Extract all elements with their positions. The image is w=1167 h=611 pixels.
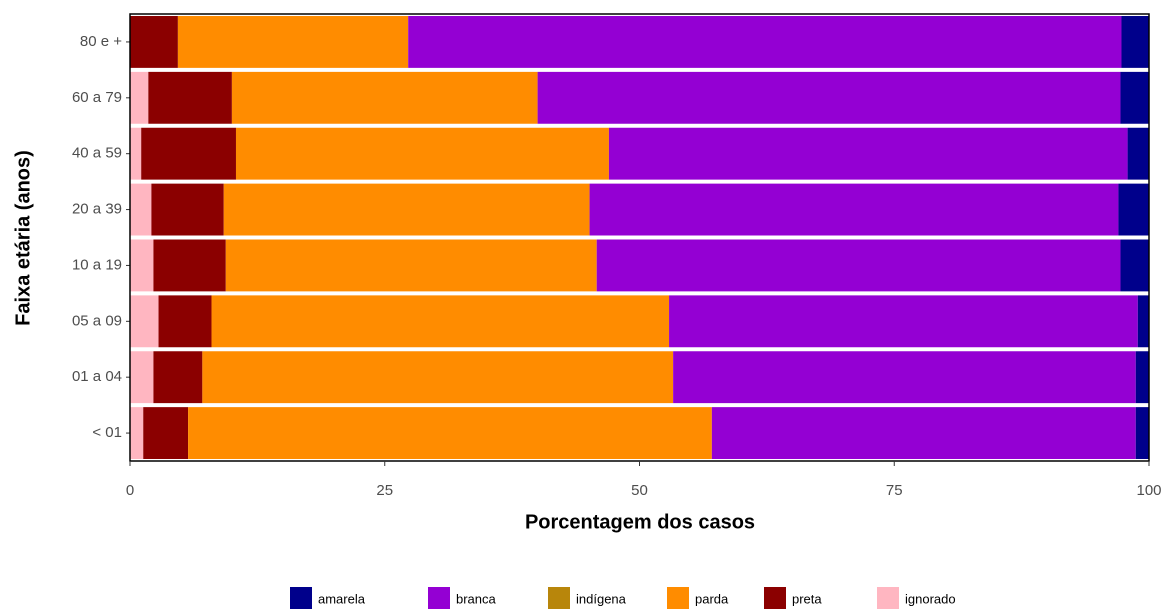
bar-segment (153, 239, 226, 292)
bar-segment (130, 71, 149, 124)
bar-segment (1121, 16, 1149, 68)
bar-segment (130, 239, 154, 292)
bar-segment (1135, 407, 1149, 459)
bar-segment (711, 407, 1136, 459)
bar-segment (1137, 295, 1149, 348)
bar-segment (1127, 127, 1149, 180)
bar-segment (223, 183, 590, 236)
x-tick-label: 75 (886, 482, 903, 499)
bar-segment (130, 127, 142, 180)
bar-segment (408, 16, 1122, 68)
bar-segment (151, 183, 224, 236)
bar-segment (1120, 239, 1149, 292)
legend-key (764, 587, 786, 609)
legend-label: preta (792, 591, 822, 606)
bar-segment (158, 295, 212, 348)
y-tick-label: 05 a 09 (72, 312, 122, 329)
bar-segment (143, 407, 189, 459)
y-tick-label: 60 a 79 (72, 89, 122, 106)
y-tick-label: 80 e + (80, 33, 122, 50)
x-axis-title: Porcentagem dos casos (525, 511, 755, 533)
bar-segment (177, 16, 409, 68)
bar-segment (202, 351, 674, 404)
legend-label: parda (695, 591, 729, 606)
legend-key (877, 587, 899, 609)
x-tick-label: 100 (1136, 482, 1161, 499)
bar-segment (211, 295, 670, 348)
legend-key (290, 587, 312, 609)
y-tick-label: 40 a 59 (72, 145, 122, 162)
legend-label: indígena (576, 591, 627, 606)
bar-segment (225, 239, 597, 292)
bar-segment (1118, 183, 1149, 236)
bar-segment (608, 127, 1128, 180)
bar-segment (148, 71, 232, 124)
bar-segment (235, 127, 609, 180)
y-tick-label: 20 a 39 (72, 201, 122, 218)
bar-segment (1120, 71, 1149, 124)
legend-key (428, 587, 450, 609)
bar-segment (153, 351, 203, 404)
bar-segment (1135, 351, 1149, 404)
bar-segment (130, 407, 144, 459)
bar-segment (673, 351, 1136, 404)
legend-label: ignorado (905, 591, 956, 606)
y-tick-label: < 01 (92, 424, 122, 441)
legend-key (548, 587, 570, 609)
legend-key (667, 587, 689, 609)
bar-segment (231, 71, 538, 124)
bar-segment (130, 16, 178, 68)
bar-segment (188, 407, 712, 459)
legend-label: branca (456, 591, 497, 606)
bar-segment (130, 351, 154, 404)
bar-segment (130, 295, 159, 348)
bar-segment (537, 71, 1121, 124)
y-axis-title: Faixa etária (anos) (12, 150, 34, 326)
y-tick-label: 01 a 04 (72, 368, 122, 385)
x-tick-label: 25 (376, 482, 393, 499)
bar-segment (130, 183, 152, 236)
x-tick-label: 0 (126, 482, 134, 499)
bar-segment (596, 239, 1121, 292)
x-tick-label: 50 (631, 482, 648, 499)
legend-label: amarela (318, 591, 366, 606)
bar-segment (589, 183, 1119, 236)
y-tick-label: 10 a 19 (72, 256, 122, 273)
bar-segment (141, 127, 236, 180)
bar-segment (669, 295, 1138, 348)
